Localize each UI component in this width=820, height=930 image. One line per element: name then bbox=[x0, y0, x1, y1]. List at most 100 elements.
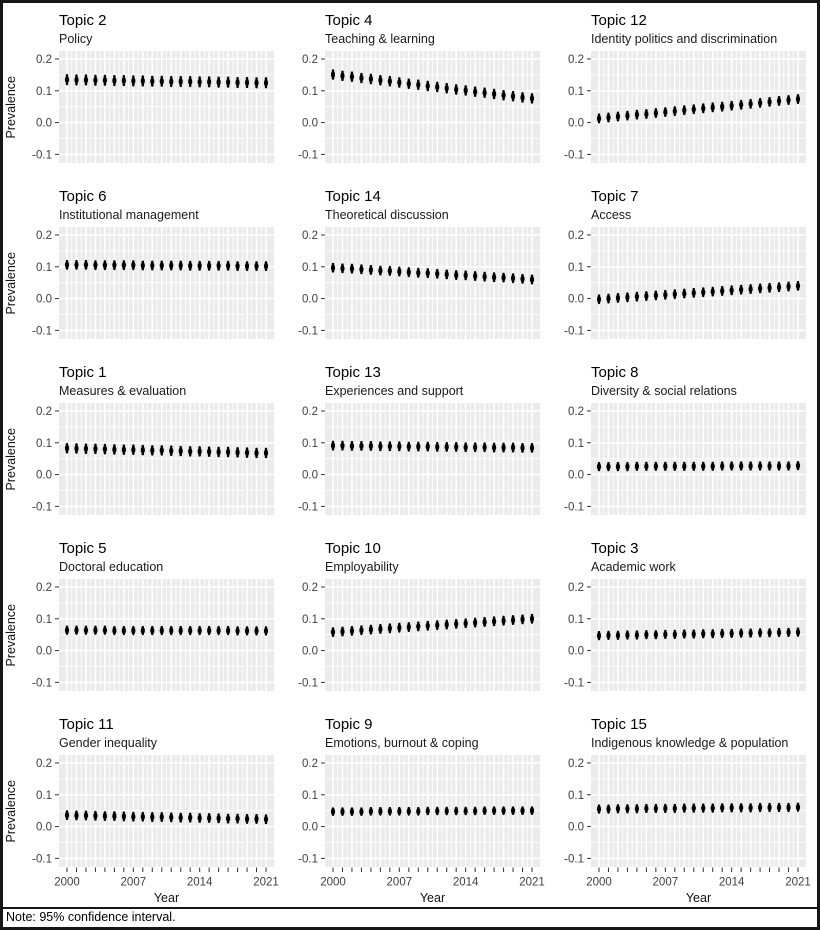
data-point bbox=[102, 812, 108, 820]
y-tick-label: -0.1 bbox=[564, 853, 584, 865]
panel-subtitle: Gender inequality bbox=[59, 736, 157, 750]
data-point bbox=[207, 262, 212, 270]
data-point bbox=[225, 627, 231, 634]
data-point bbox=[491, 444, 497, 451]
data-point bbox=[767, 804, 772, 811]
data-point bbox=[340, 628, 345, 635]
data-point bbox=[596, 115, 602, 122]
data-point bbox=[435, 270, 440, 278]
data-point bbox=[216, 78, 221, 86]
data-point bbox=[701, 804, 706, 812]
data-point bbox=[625, 631, 630, 639]
data-point bbox=[491, 807, 497, 815]
data-point bbox=[596, 463, 602, 471]
y-tick-label: -0.1 bbox=[564, 325, 584, 337]
data-point bbox=[112, 627, 117, 634]
data-point bbox=[102, 445, 108, 453]
y-tick-label: 0.0 bbox=[302, 822, 318, 834]
data-point bbox=[653, 109, 658, 117]
data-point bbox=[121, 446, 126, 454]
data-point bbox=[767, 629, 772, 637]
data-point bbox=[529, 615, 535, 623]
data-point bbox=[454, 620, 459, 628]
data-point bbox=[520, 616, 525, 623]
data-point bbox=[491, 273, 497, 281]
data-point bbox=[615, 113, 621, 120]
y-tick-label: 0.1 bbox=[302, 86, 318, 98]
data-point bbox=[216, 448, 221, 456]
data-point bbox=[625, 293, 630, 301]
data-point bbox=[330, 71, 336, 78]
data-point bbox=[378, 625, 383, 633]
data-point bbox=[501, 444, 506, 451]
y-axis-title: Prevalence bbox=[4, 779, 18, 843]
data-point bbox=[634, 293, 640, 301]
data-point bbox=[387, 624, 392, 632]
data-point bbox=[653, 462, 658, 470]
data-point bbox=[74, 812, 79, 819]
data-point bbox=[121, 627, 126, 634]
panel-subtitle: Experiences and support bbox=[325, 384, 464, 398]
y-axis-title-strip: Prevalence bbox=[3, 355, 19, 517]
data-point bbox=[691, 804, 696, 812]
data-point bbox=[663, 291, 668, 299]
y-tick-label: 0.1 bbox=[568, 438, 584, 450]
data-point bbox=[644, 110, 649, 118]
data-point bbox=[596, 805, 602, 813]
data-point bbox=[776, 629, 782, 636]
facet-panel: Topic 7 Access 0.2 0.1 0.0 -0.1 bbox=[551, 179, 817, 341]
data-point bbox=[653, 631, 658, 639]
data-point bbox=[691, 105, 696, 113]
data-point bbox=[254, 815, 259, 823]
data-point bbox=[102, 261, 108, 269]
data-point bbox=[197, 447, 202, 455]
panel-title: Topic 3 bbox=[591, 540, 639, 557]
data-point bbox=[634, 805, 640, 813]
y-tick-label: 0.2 bbox=[302, 406, 318, 418]
y-tick-label: 0.0 bbox=[36, 822, 52, 834]
y-tick-label: 0.1 bbox=[568, 262, 584, 274]
data-point bbox=[767, 284, 772, 292]
x-tick-label: 2007 bbox=[387, 877, 413, 889]
panel-plot: 0.2 0.1 0.0 -0.1 bbox=[298, 227, 540, 339]
panel-title: Topic 9 bbox=[325, 716, 373, 733]
data-point bbox=[112, 77, 117, 84]
data-point bbox=[672, 630, 677, 638]
data-point bbox=[786, 96, 791, 104]
data-point bbox=[150, 262, 155, 269]
data-point bbox=[757, 804, 763, 811]
data-point bbox=[169, 78, 174, 85]
data-point bbox=[330, 264, 336, 272]
data-point bbox=[795, 628, 801, 636]
data-point bbox=[416, 443, 421, 450]
data-point bbox=[625, 112, 630, 119]
data-point bbox=[795, 462, 801, 470]
facet-panel: Topic 4 Teaching & learning 0.2 0.1 0.0 -0.1 bbox=[285, 3, 551, 165]
data-point bbox=[482, 89, 487, 97]
data-point bbox=[786, 283, 791, 290]
y-tick-label: 0.0 bbox=[302, 118, 318, 130]
facet-row: Prevalence Topic 1 Measures & evaluation 0.… bbox=[3, 355, 817, 531]
data-point bbox=[720, 630, 725, 637]
y-tick-label: 0.0 bbox=[36, 646, 52, 658]
data-point bbox=[254, 627, 259, 635]
y-axis-title: Prevalence bbox=[4, 427, 18, 491]
data-point bbox=[663, 805, 668, 812]
facet-panel: Topic 1 Measures & evaluation 0.2 0.1 0.0 -0.… bbox=[19, 355, 285, 517]
data-point bbox=[349, 265, 355, 273]
data-point bbox=[672, 107, 677, 115]
data-point bbox=[710, 462, 715, 470]
y-tick-label: 0.1 bbox=[36, 86, 52, 98]
data-point bbox=[776, 97, 782, 105]
data-point bbox=[529, 444, 535, 452]
data-point bbox=[510, 444, 516, 451]
facet-panel: Topic 11 Gender inequality 0.2 0.1 0.0 -0.1 20… bbox=[19, 707, 285, 907]
data-point bbox=[349, 808, 355, 816]
facet-panel: Topic 15 Indigenous knowledge & populatio… bbox=[551, 707, 817, 907]
panel-subtitle: Diversity & social relations bbox=[591, 384, 737, 398]
data-point bbox=[330, 628, 336, 636]
data-point bbox=[644, 805, 649, 812]
data-point bbox=[244, 449, 250, 457]
y-tick-label: 0.0 bbox=[568, 822, 584, 834]
data-point bbox=[254, 449, 259, 457]
